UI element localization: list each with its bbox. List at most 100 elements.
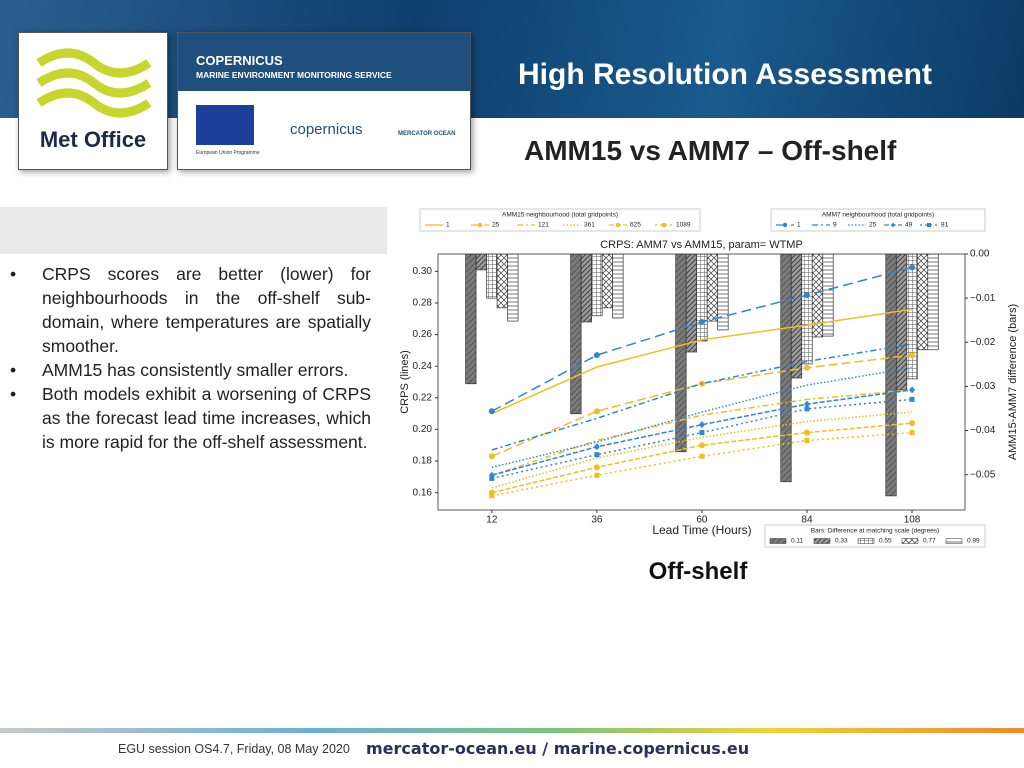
eu-text: European Union Programme: [196, 150, 260, 156]
x-axis-label: Lead Time (Hours): [652, 523, 751, 537]
legend-label: 121: [538, 222, 549, 229]
legend-label: 1089: [676, 222, 691, 229]
bar: [717, 254, 729, 331]
footer-session: EGU session OS4.7, Friday, 08 May 2020: [118, 742, 350, 756]
y-tick-label: 0.26: [413, 329, 433, 340]
marker: [803, 400, 810, 408]
legend-label: 0.77: [923, 538, 936, 545]
legend-marker: [927, 223, 931, 227]
marker: [804, 406, 810, 412]
y2-tick-label: 0.00: [970, 249, 990, 260]
x-tick-label: 84: [801, 515, 813, 526]
legend-label: 0.99: [967, 538, 980, 545]
y-tick-label: 0.16: [413, 487, 433, 498]
y-tick-label: 0.24: [413, 361, 433, 372]
marker: [593, 352, 600, 359]
marker: [909, 420, 916, 427]
legend-label: 25: [869, 222, 877, 229]
legend-label: 25: [492, 222, 500, 229]
logo-waves: [36, 48, 152, 118]
marker: [804, 437, 810, 443]
bar: [696, 254, 708, 342]
y2-tick-label: −0.03: [970, 381, 996, 392]
y-axis-label: CRPS (lines): [399, 350, 411, 414]
metoffice-text: Met Office: [39, 127, 147, 152]
caption: Off-shelf: [648, 558, 748, 585]
bullet: CRPS scores are better (lower) for neigh…: [10, 262, 371, 358]
y-tick-label: 0.22: [413, 392, 433, 403]
y2-tick-label: −0.05: [970, 469, 996, 480]
x-tick-label: 12: [486, 515, 498, 526]
eu-flag: [196, 105, 254, 145]
y2-tick-label: −0.02: [970, 337, 996, 348]
legend-title: AMM7 neighbourhood (total gridpoints): [822, 212, 934, 219]
legend-swatch: [857, 538, 875, 544]
legend-label: 625: [630, 222, 641, 229]
line: [491, 422, 913, 494]
line: [491, 431, 913, 497]
marker: [593, 443, 600, 451]
legend-label: 0.11: [791, 538, 804, 545]
bar: [927, 254, 939, 351]
y2-tick-label: −0.01: [970, 293, 996, 304]
marker: [909, 386, 916, 394]
marker: [489, 475, 495, 481]
bar: [570, 254, 582, 415]
y2-axis-label: AMM15-AMM7 difference (bars): [1007, 304, 1019, 460]
legend-label: 0.55: [879, 538, 892, 545]
grey-band: [0, 207, 387, 254]
slide-title: High Resolution Assessment: [518, 58, 932, 91]
legend-marker: [782, 222, 788, 228]
marker: [803, 429, 810, 436]
legend-title: AMM15 neighbourhood (total gridpoints): [502, 212, 618, 219]
bar: [507, 254, 519, 322]
bullet: AMM15 has consistently smaller errors.: [10, 358, 371, 382]
bar: [916, 254, 929, 351]
marker: [699, 430, 705, 436]
x-tick-label: 60: [696, 515, 708, 526]
marker: [909, 430, 915, 436]
footer-links: mercator-ocean.eu / marine.copernicus.eu: [366, 739, 750, 758]
bullet-list: CRPS scores are better (lower) for neigh…: [10, 262, 371, 454]
marker: [803, 364, 810, 371]
x-tick-label: 36: [591, 515, 603, 526]
bar: [486, 254, 498, 299]
marker: [699, 453, 705, 459]
legend-marker: [891, 222, 895, 228]
legend-swatch: [769, 538, 787, 544]
marker: [803, 292, 810, 299]
line: [491, 343, 913, 451]
legend-marker: [615, 222, 621, 228]
legend-swatch: [945, 538, 963, 544]
marker: [489, 493, 495, 499]
marker: [594, 472, 600, 478]
chart-title: CRPS: AMM7 vs AMM15, param= WTMP: [600, 239, 803, 251]
legend-swatch: [901, 538, 919, 544]
bar: [496, 254, 508, 309]
line: [491, 308, 913, 415]
legend-marker: [662, 223, 666, 227]
y-tick-label: 0.28: [413, 298, 433, 309]
bullet: Both models exhibit a worsening of CRPS …: [10, 382, 371, 454]
plot-area: [465, 254, 939, 499]
line: [491, 411, 913, 489]
line: [491, 389, 913, 476]
legend-label: 9: [833, 222, 837, 229]
marker: [909, 352, 916, 359]
marker: [488, 453, 495, 460]
y-tick-label: 0.18: [413, 456, 433, 467]
bar: [601, 254, 613, 309]
legend-title: Bars: Difference at matching scale (degr…: [811, 528, 940, 535]
legend-swatch: [813, 538, 831, 544]
marker: [909, 264, 916, 271]
marker: [698, 318, 705, 325]
bar: [465, 254, 477, 385]
marker: [593, 464, 600, 471]
footer-stripe: [0, 728, 1024, 733]
bar: [580, 254, 592, 323]
y-tick-label: 0.20: [413, 424, 433, 435]
bar: [475, 254, 487, 271]
y-tick-label: 0.30: [413, 266, 433, 277]
